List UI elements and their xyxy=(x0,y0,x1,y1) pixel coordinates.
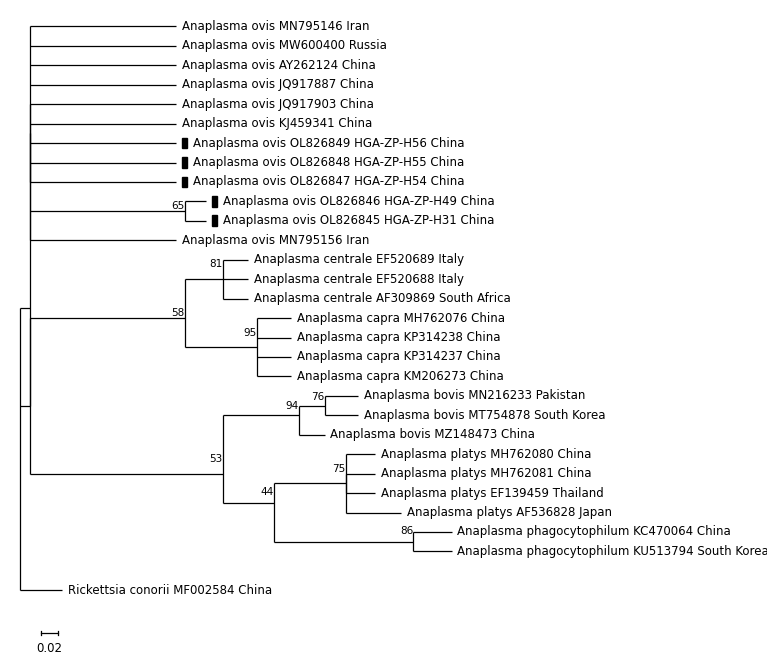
Bar xyxy=(183,157,187,168)
Bar xyxy=(183,177,187,187)
Text: Anaplasma ovis OL826847 HGA-ZP-H54 China: Anaplasma ovis OL826847 HGA-ZP-H54 China xyxy=(193,175,465,189)
Text: Rickettsia conorii MF002584 China: Rickettsia conorii MF002584 China xyxy=(68,584,272,597)
Text: Anaplasma bovis MZ148473 China: Anaplasma bovis MZ148473 China xyxy=(331,428,535,442)
Bar xyxy=(212,216,217,226)
Text: Anaplasma ovis AY262124 China: Anaplasma ovis AY262124 China xyxy=(183,59,376,72)
Text: Anaplasma centrale EF520688 Italy: Anaplasma centrale EF520688 Italy xyxy=(254,273,464,286)
Text: 65: 65 xyxy=(172,201,185,211)
Text: 75: 75 xyxy=(332,463,346,473)
Text: Anaplasma ovis OL826848 HGA-ZP-H55 China: Anaplasma ovis OL826848 HGA-ZP-H55 China xyxy=(193,156,465,169)
Text: Anaplasma bovis MN216233 Pakistan: Anaplasma bovis MN216233 Pakistan xyxy=(364,389,586,402)
Text: 0.02: 0.02 xyxy=(36,642,62,655)
Text: Anaplasma ovis OL826845 HGA-ZP-H31 China: Anaplasma ovis OL826845 HGA-ZP-H31 China xyxy=(223,214,494,227)
Text: Anaplasma centrale EF520689 Italy: Anaplasma centrale EF520689 Italy xyxy=(254,253,464,266)
Text: Anaplasma ovis KJ459341 China: Anaplasma ovis KJ459341 China xyxy=(183,117,373,130)
Text: Anaplasma capra KM206273 China: Anaplasma capra KM206273 China xyxy=(297,370,503,383)
Text: Anaplasma bovis MT754878 South Korea: Anaplasma bovis MT754878 South Korea xyxy=(364,409,606,422)
Text: 58: 58 xyxy=(172,308,185,318)
Text: Anaplasma centrale AF309869 South Africa: Anaplasma centrale AF309869 South Africa xyxy=(254,292,511,305)
Bar xyxy=(212,196,217,207)
Text: 86: 86 xyxy=(400,526,413,536)
Text: 76: 76 xyxy=(311,392,324,402)
Text: Anaplasma platys AF536828 Japan: Anaplasma platys AF536828 Japan xyxy=(407,506,611,519)
Text: Anaplasma phagocytophilum KU513794 South Korea: Anaplasma phagocytophilum KU513794 South… xyxy=(457,545,767,558)
Text: Anaplasma ovis MN795156 Iran: Anaplasma ovis MN795156 Iran xyxy=(183,234,370,247)
Text: Anaplasma platys MH762081 China: Anaplasma platys MH762081 China xyxy=(381,467,592,480)
Text: 94: 94 xyxy=(286,402,299,412)
Text: Anaplasma capra MH762076 China: Anaplasma capra MH762076 China xyxy=(297,311,505,325)
Text: 95: 95 xyxy=(244,327,257,337)
Text: Anaplasma platys MH762080 China: Anaplasma platys MH762080 China xyxy=(381,448,591,461)
Text: 81: 81 xyxy=(209,260,223,270)
Text: Anaplasma ovis JQ917903 China: Anaplasma ovis JQ917903 China xyxy=(183,98,374,111)
Bar xyxy=(183,137,187,149)
Text: Anaplasma platys EF139459 Thailand: Anaplasma platys EF139459 Thailand xyxy=(381,487,604,499)
Text: Anaplasma ovis OL826846 HGA-ZP-H49 China: Anaplasma ovis OL826846 HGA-ZP-H49 China xyxy=(223,195,495,208)
Text: Anaplasma ovis MN795146 Iran: Anaplasma ovis MN795146 Iran xyxy=(183,20,370,33)
Text: Anaplasma ovis MW600400 Russia: Anaplasma ovis MW600400 Russia xyxy=(183,39,387,52)
Text: Anaplasma phagocytophilum KC470064 China: Anaplasma phagocytophilum KC470064 China xyxy=(457,525,731,539)
Text: Anaplasma ovis JQ917887 China: Anaplasma ovis JQ917887 China xyxy=(183,78,374,91)
Text: Anaplasma capra KP314238 China: Anaplasma capra KP314238 China xyxy=(297,331,500,344)
Text: Anaplasma ovis OL826849 HGA-ZP-H56 China: Anaplasma ovis OL826849 HGA-ZP-H56 China xyxy=(193,137,465,149)
Text: 44: 44 xyxy=(261,487,274,497)
Text: 53: 53 xyxy=(209,454,223,464)
Text: Anaplasma capra KP314237 China: Anaplasma capra KP314237 China xyxy=(297,351,500,363)
